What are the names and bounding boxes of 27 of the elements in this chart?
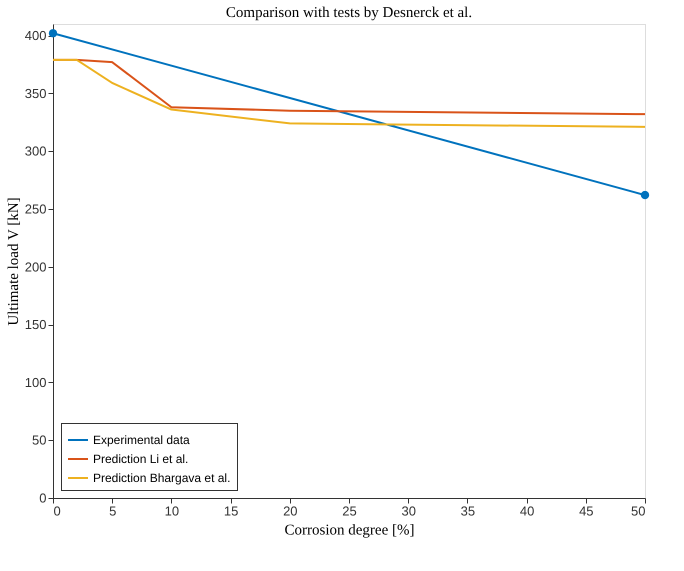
x-axis-title: Corrosion degree [%]	[284, 522, 414, 538]
legend-label: Prediction Bhargava et al.	[93, 471, 230, 485]
x-tick-label: 40	[520, 504, 534, 518]
y-tick-label: 100	[24, 374, 46, 390]
x-tick-label: 30	[401, 504, 416, 518]
x-tick-label: 5	[109, 504, 116, 518]
chart-title: Comparison with tests by Desnerck et al.	[226, 5, 472, 21]
y-tick-label: 200	[24, 259, 46, 274]
y-axis-title: Ultimate load V [kN]	[6, 197, 22, 326]
y-tick-label: 250	[24, 201, 46, 216]
x-tick-label: 20	[283, 504, 298, 518]
x-tick-label: 0	[54, 504, 61, 518]
y-tick-label: 50	[32, 432, 46, 448]
x-tick-label: 15	[224, 504, 238, 518]
y-tick-label: 150	[24, 317, 46, 332]
line-series	[52, 58, 646, 128]
x-tick-label: 25	[342, 504, 357, 518]
x-tick-label: 45	[579, 504, 594, 518]
y-tick-label: 400	[24, 28, 46, 44]
y-tick-label: 300	[24, 144, 46, 159]
legend-label: Experimental data	[93, 433, 190, 447]
y-tick-label: 0	[39, 490, 46, 506]
x-tick-label: 10	[164, 504, 180, 518]
x-tick-label: 50	[631, 504, 646, 518]
y-tick-label: 350	[24, 86, 46, 101]
legend-label: Prediction Li et al.	[93, 452, 188, 466]
x-tick-label: 35	[460, 504, 476, 518]
